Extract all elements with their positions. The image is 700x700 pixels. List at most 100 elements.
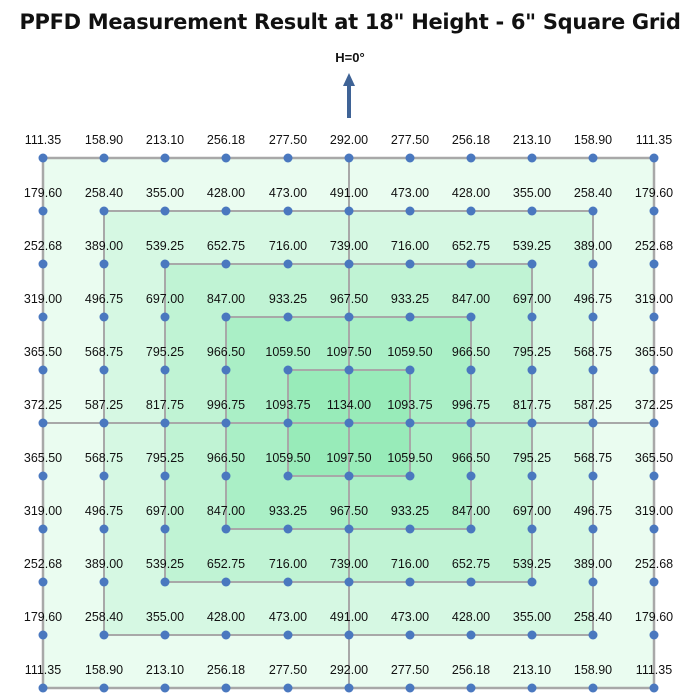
measurement-point <box>38 365 48 375</box>
measurement-point <box>344 630 354 640</box>
measurement-point <box>99 206 109 216</box>
measurement-point <box>466 471 476 481</box>
measurement-value: 539.25 <box>146 239 184 253</box>
measurement-value: 539.25 <box>513 239 551 253</box>
measurement-value: 389.00 <box>574 239 612 253</box>
measurement-point <box>99 153 109 163</box>
measurement-point <box>160 153 170 163</box>
measurement-point <box>527 153 537 163</box>
measurement-point <box>466 365 476 375</box>
measurement-point <box>38 577 48 587</box>
measurement-value: 473.00 <box>269 186 307 200</box>
measurement-value: 716.00 <box>269 557 307 571</box>
measurement-value: 473.00 <box>391 186 429 200</box>
measurement-value: 428.00 <box>452 610 490 624</box>
measurement-point <box>283 418 293 428</box>
measurement-point <box>588 365 598 375</box>
measurement-point <box>283 206 293 216</box>
measurement-point <box>38 153 48 163</box>
measurement-value: 355.00 <box>146 186 184 200</box>
measurement-value: 739.00 <box>330 557 368 571</box>
measurement-point <box>99 259 109 269</box>
measurement-point <box>160 683 170 693</box>
measurement-value: 319.00 <box>24 504 62 518</box>
measurement-point <box>588 524 598 534</box>
measurement-point <box>405 418 415 428</box>
measurement-value: 1093.75 <box>387 398 432 412</box>
measurement-value: 491.00 <box>330 186 368 200</box>
measurement-value: 795.25 <box>513 345 551 359</box>
measurement-value: 996.75 <box>207 398 245 412</box>
measurement-value: 847.00 <box>452 504 490 518</box>
measurement-point <box>38 471 48 481</box>
measurement-value: 795.25 <box>513 451 551 465</box>
measurement-point <box>221 259 231 269</box>
measurement-point <box>99 471 109 481</box>
measurement-value: 319.00 <box>24 292 62 306</box>
measurement-point <box>99 577 109 587</box>
measurement-point <box>405 153 415 163</box>
measurement-point <box>466 630 476 640</box>
measurement-value: 258.40 <box>574 610 612 624</box>
measurement-value: 491.00 <box>330 610 368 624</box>
measurement-value: 716.00 <box>391 239 429 253</box>
measurement-value: 697.00 <box>513 504 551 518</box>
measurement-value: 365.50 <box>24 345 62 359</box>
measurement-point <box>344 206 354 216</box>
measurement-point <box>466 153 476 163</box>
measurement-value: 258.40 <box>85 610 123 624</box>
measurement-point <box>405 259 415 269</box>
measurement-point <box>38 630 48 640</box>
measurement-point <box>283 153 293 163</box>
measurement-value: 277.50 <box>269 663 307 677</box>
measurement-point <box>649 630 659 640</box>
measurement-value: 933.25 <box>391 504 429 518</box>
measurement-value: 496.75 <box>85 292 123 306</box>
measurement-value: 817.75 <box>146 398 184 412</box>
measurement-point <box>99 524 109 534</box>
measurement-value: 428.00 <box>207 186 245 200</box>
measurement-value: 158.90 <box>574 133 612 147</box>
measurement-value: 372.25 <box>635 398 673 412</box>
measurement-point <box>588 471 598 481</box>
measurement-value: 1097.50 <box>326 345 371 359</box>
measurement-value: 365.50 <box>635 345 673 359</box>
measurement-value: 847.00 <box>207 292 245 306</box>
measurement-point <box>588 312 598 322</box>
measurement-point <box>649 683 659 693</box>
measurement-point <box>344 418 354 428</box>
measurement-value: 652.75 <box>452 239 490 253</box>
measurement-value: 817.75 <box>513 398 551 412</box>
measurement-value: 179.60 <box>24 610 62 624</box>
measurement-value: 111.35 <box>25 133 61 147</box>
measurement-value: 933.25 <box>269 292 307 306</box>
measurement-value: 355.00 <box>146 610 184 624</box>
measurement-point <box>649 312 659 322</box>
measurement-value: 111.35 <box>636 663 672 677</box>
measurement-value: 568.75 <box>85 345 123 359</box>
measurement-point <box>466 312 476 322</box>
measurement-value: 795.25 <box>146 345 184 359</box>
measurement-value: 697.00 <box>146 292 184 306</box>
measurement-value: 277.50 <box>391 663 429 677</box>
measurement-value: 292.00 <box>330 133 368 147</box>
measurement-point <box>588 259 598 269</box>
measurement-point <box>283 683 293 693</box>
measurement-point <box>405 577 415 587</box>
measurement-value: 292.00 <box>330 663 368 677</box>
measurement-value: 652.75 <box>452 557 490 571</box>
measurement-value: 179.60 <box>24 186 62 200</box>
measurement-point <box>588 683 598 693</box>
measurement-point <box>527 630 537 640</box>
measurement-value: 652.75 <box>207 557 245 571</box>
measurement-value: 568.75 <box>85 451 123 465</box>
measurement-value: 966.50 <box>452 345 490 359</box>
measurement-value: 213.10 <box>146 133 184 147</box>
measurement-point <box>344 259 354 269</box>
measurement-point <box>405 471 415 481</box>
measurement-value: 158.90 <box>85 663 123 677</box>
measurement-point <box>283 630 293 640</box>
measurement-value: 1059.50 <box>265 451 310 465</box>
measurement-point <box>344 683 354 693</box>
